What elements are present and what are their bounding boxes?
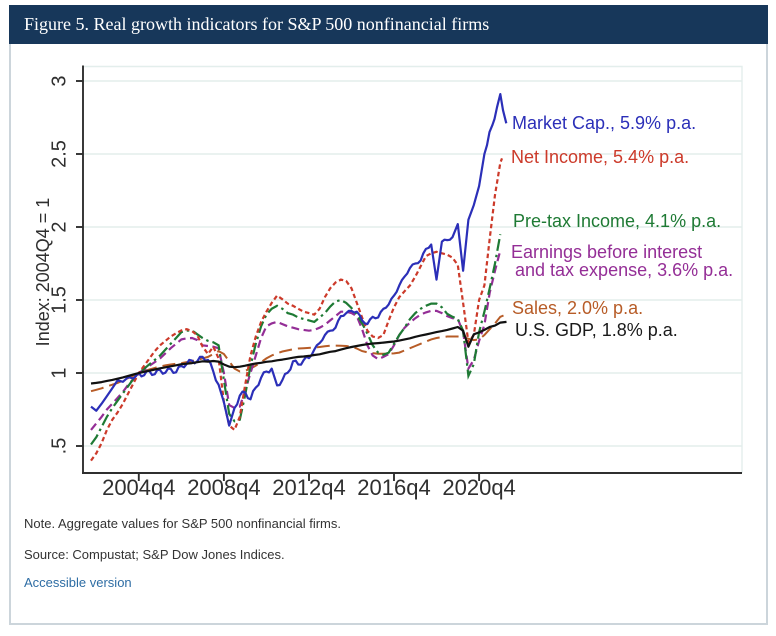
svg-text:U.S. GDP, 1.8% p.a.: U.S. GDP, 1.8% p.a. xyxy=(515,320,678,340)
svg-text:2016q4: 2016q4 xyxy=(357,475,430,500)
svg-text:Earnings before interest: Earnings before interest xyxy=(511,242,702,262)
svg-text:Market Cap., 5.9% p.a.: Market Cap., 5.9% p.a. xyxy=(512,113,696,133)
svg-text:2008q4: 2008q4 xyxy=(187,475,260,500)
svg-text:1: 1 xyxy=(49,367,71,378)
svg-text:Net Income, 5.4% p.a.: Net Income, 5.4% p.a. xyxy=(511,147,689,167)
svg-text:Sales, 2.0% p.a.: Sales, 2.0% p.a. xyxy=(512,298,643,318)
svg-text:2020q4: 2020q4 xyxy=(442,475,515,500)
svg-text:1.5: 1.5 xyxy=(49,286,71,314)
svg-text:2012q4: 2012q4 xyxy=(272,475,345,500)
svg-text:and tax expense, 3.6% p.a.: and tax expense, 3.6% p.a. xyxy=(515,260,733,280)
svg-text:2: 2 xyxy=(49,221,71,232)
svg-text:3: 3 xyxy=(49,75,71,86)
svg-text:2.5: 2.5 xyxy=(49,140,71,168)
svg-text:Index: 2004Q4 = 1: Index: 2004Q4 = 1 xyxy=(33,198,53,347)
svg-text:Pre-tax Income, 4.1% p.a.: Pre-tax Income, 4.1% p.a. xyxy=(513,211,721,231)
svg-text:2004q4: 2004q4 xyxy=(102,475,175,500)
svg-text:.5: .5 xyxy=(49,438,71,455)
